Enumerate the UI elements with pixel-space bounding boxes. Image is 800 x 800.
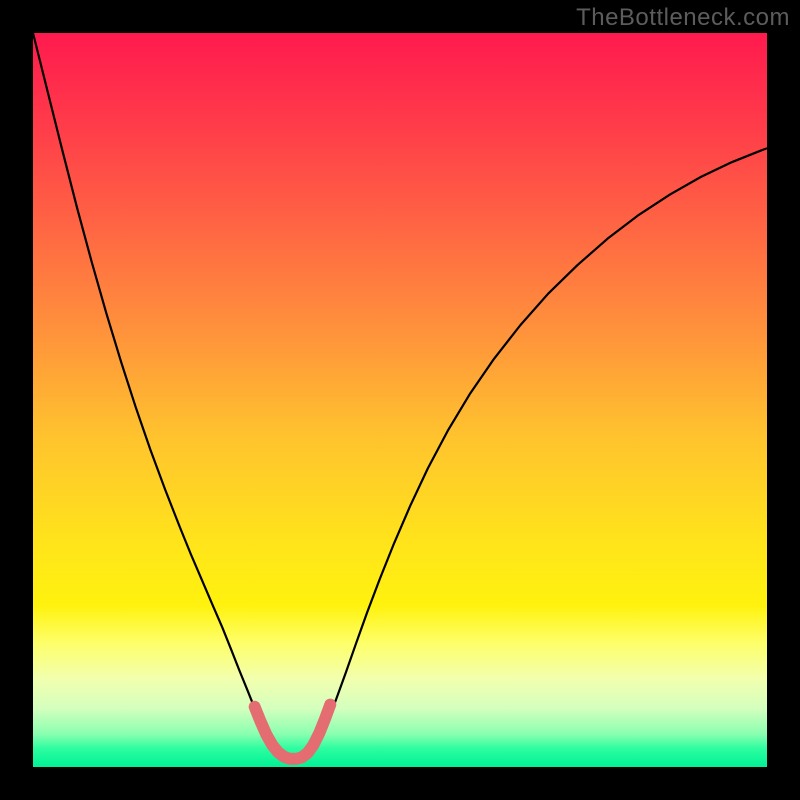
curve-layer bbox=[33, 33, 767, 767]
valley-highlight bbox=[255, 705, 331, 759]
chart-frame: TheBottleneck.com bbox=[0, 0, 800, 800]
bottleneck-curve bbox=[33, 33, 767, 761]
watermark-text: TheBottleneck.com bbox=[576, 4, 790, 32]
plot-area bbox=[33, 33, 767, 767]
